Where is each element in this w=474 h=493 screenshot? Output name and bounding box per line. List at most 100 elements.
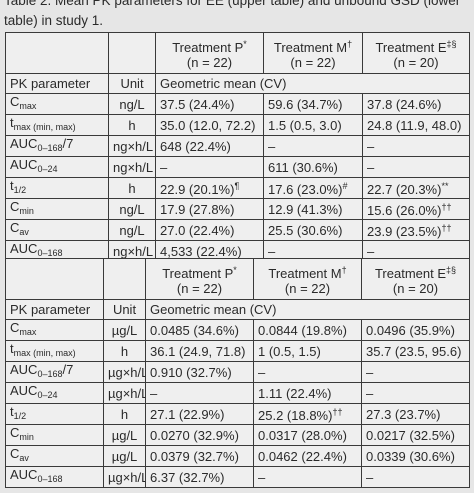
treatment-n: (n = 22) (290, 54, 336, 70)
cell-text: t (10, 341, 14, 357)
value-cell: 59.6 (34.7%) (263, 93, 363, 115)
data-row: AUC0–24 µg×h/L –1.11 (22.4%) – (5, 382, 470, 404)
treatment-name: Treatment P (162, 265, 234, 281)
table: Treatment P* (n = 22) Treatment M† (n = 22)… (5, 32, 470, 262)
value-cell: 0.0217 (32.5%) (361, 424, 470, 446)
value-cell: 37.8 (24.6%) (362, 93, 470, 115)
value-cell: 1 (0.5, 1.5) (253, 340, 362, 362)
value-cell: 22.9 (20.1%)¶ (155, 177, 264, 199)
parameter: Cmin (5, 424, 104, 446)
mean-label: Geometric mean (CV) (155, 73, 470, 94)
unit: µg/L (103, 319, 146, 341)
treatment-header: Treatment P* (n = 22) (145, 258, 254, 300)
subscript: 1/2 (13, 185, 27, 195)
unit-label: Unit (103, 299, 146, 320)
subscript: max (min, max) (13, 348, 76, 358)
subscript: min (19, 206, 34, 216)
subscript: 0–168 (37, 474, 63, 484)
value-cell: 0.0317 (28.0%) (253, 424, 362, 446)
value-cell: 24.8 (11.9, 48.0) (362, 114, 470, 136)
value-cell: 35.0 (12.0, 72.2) (155, 114, 264, 136)
data-row: tmax (min, max) h 35.0 (12.0, 72.2) 1.5 (0.… (5, 114, 470, 136)
value-cell: 27.3 (23.7%) (361, 403, 470, 425)
unit: µg×h/L (103, 361, 146, 383)
treatment-name: Treatment E (374, 265, 447, 281)
footnote-mark: †† (441, 202, 452, 212)
treatment-header: Treatment E‡§ (n = 20) (362, 32, 470, 74)
value-cell: 0.0496 (35.9%) (361, 319, 470, 341)
cell-text: C (10, 425, 20, 441)
subscript: max (19, 101, 37, 111)
treatment-n: (n = 22) (186, 54, 233, 70)
value-cell: 36.1 (24.9, 71.8) (145, 340, 254, 362)
value-cell: – (362, 156, 470, 178)
subscript: 0–24 (37, 164, 58, 174)
unit: ng/L (108, 219, 156, 241)
unit: µg×h/L (103, 382, 146, 404)
cell-text: 25.2 (18.8%) (258, 408, 333, 423)
parameter: tmax (min, max) (5, 114, 109, 136)
data-row: Cav µg/L 0.0379 (32.7%) 0.0462 (22.4%) 0.033… (5, 445, 470, 467)
value-cell: 0.0462 (22.4%) (253, 445, 362, 467)
treatment-name: Treatment P (172, 39, 244, 55)
treatment-header: Treatment P* (n = 22) (155, 32, 264, 74)
unit: h (103, 340, 146, 362)
parameter: AUC0–168 (5, 240, 109, 262)
cell-text: 22.9 (20.1%) (160, 182, 235, 197)
cell-text: C (10, 94, 20, 110)
parameter: t1/2 (5, 403, 104, 425)
unit: h (108, 177, 156, 199)
value-cell: – (361, 382, 470, 404)
value-cell: 0.0339 (30.6%) (361, 445, 470, 467)
footnote-mark: ** (441, 181, 449, 191)
data-row: Cmax µg/L 0.0485 (34.6%) 0.0844 (19.8%) 0.04… (5, 319, 470, 341)
value-cell: 0.0379 (32.7%) (145, 445, 254, 467)
cell-text: AUC (10, 362, 38, 378)
value-cell: 0.910 (32.7%) (145, 361, 254, 383)
footnote-mark: ¶ (234, 181, 240, 191)
unit: h (108, 114, 156, 136)
subscript: 0–168 (37, 369, 63, 379)
unit: h (103, 403, 146, 425)
data-row: t1/2 h 27.1 (22.9%) 25.2 (18.8%)†† 27.3 (23.… (5, 403, 470, 425)
cell-text: C (10, 320, 20, 336)
empty-cell (103, 258, 146, 300)
subscript: min (19, 432, 34, 442)
cell-suffix: /7 (62, 362, 74, 378)
cell-text: AUC (10, 241, 38, 257)
table-body: Treatment P* (n = 22) Treatment M† (n = 22)… (5, 32, 470, 262)
footnote-mark: ‡§ (446, 38, 457, 49)
value-cell: – (145, 382, 254, 404)
data-row: Cav ng/L 27.0 (22.4%) 25.5 (30.6%) 23.9 (23.… (5, 219, 470, 241)
parameter: Cmax (5, 93, 109, 115)
cell-text: t (10, 115, 14, 131)
unit: ng/L (108, 198, 156, 220)
value-cell: 0.0485 (34.6%) (145, 319, 254, 341)
cell-text: AUC (10, 136, 38, 152)
value-cell: 17.9 (27.8%) (155, 198, 264, 220)
parameter: AUC0–168/7 (5, 361, 104, 383)
treatment-n: (n = 20) (393, 54, 439, 70)
parameter: t1/2 (5, 177, 109, 199)
footnote-mark: * (243, 38, 247, 49)
cell-text: C (10, 199, 20, 215)
cell-text: 22.7 (20.3%) (367, 182, 442, 197)
value-cell: 35.7 (23.5, 95.6) (361, 340, 470, 362)
data-row: tmax (min, max) h 36.1 (24.9, 71.8) 1 (0.5,… (5, 340, 470, 362)
data-row: AUC0–168 µg×h/L 6.37 (32.7%) – – (5, 466, 470, 488)
value-cell: 611 (30.6%) (263, 156, 363, 178)
cell-text: AUC (10, 157, 38, 173)
treatment-name: Treatment E (375, 39, 447, 55)
value-cell: 0.0844 (19.8%) (253, 319, 362, 341)
subscript: 0–168 (37, 248, 63, 258)
subscript: av (19, 453, 29, 463)
unit: µg/L (103, 445, 146, 467)
cell-text: AUC (10, 383, 38, 399)
empty-cell (5, 258, 104, 300)
value-cell: 23.9 (23.5%)†† (362, 219, 470, 241)
value-cell: 0.0270 (32.9%) (145, 424, 254, 446)
value-cell: 17.6 (23.0%)# (263, 177, 363, 199)
treatment-header: Treatment E‡§ (n = 20) (361, 258, 470, 300)
unit: ng/L (108, 93, 156, 115)
value-cell: 648 (22.4%) (155, 135, 264, 157)
